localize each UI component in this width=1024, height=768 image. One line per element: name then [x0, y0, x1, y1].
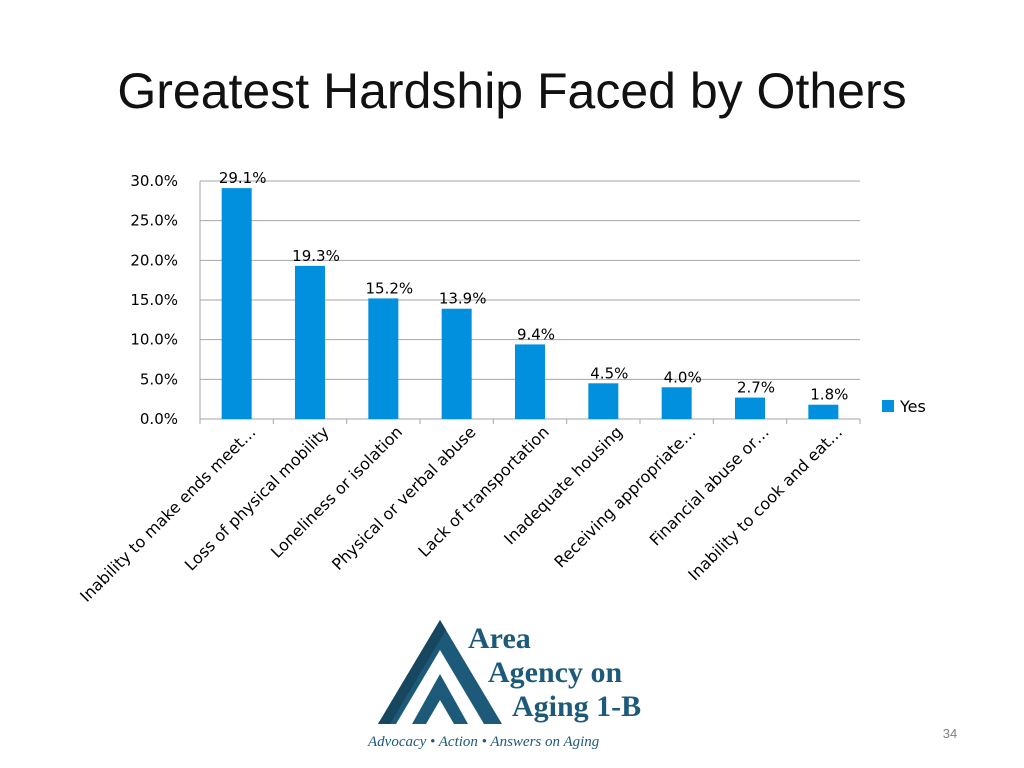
y-tick-label: 25.0%: [130, 212, 178, 230]
bar: [441, 308, 472, 419]
data-labels: 29.1% 19.3% 15.2% 13.9% 9.4% 4.5% 4.0% 2.7% 1.8%: [219, 169, 849, 404]
x-tick-label: Loss of physical mobility: [181, 422, 333, 574]
area-agency-logo: Area Agency on Aging 1-B: [378, 620, 641, 724]
data-label: 1.8%: [810, 386, 848, 404]
org-tagline: Advocacy • Action • Answers on Aging: [368, 734, 600, 750]
bar: [221, 188, 252, 419]
data-label: 19.3%: [292, 247, 340, 265]
data-label: 9.4%: [517, 325, 555, 343]
x-tick-label: Inability to cook and eat…: [684, 422, 846, 584]
y-tick-label: 15.0%: [130, 291, 178, 309]
y-tick-label: 10.0%: [130, 331, 178, 349]
bars: [221, 188, 839, 419]
data-label: 15.2%: [366, 279, 414, 297]
logo-name-line2: Agency on: [488, 656, 622, 689]
data-label: 2.7%: [737, 379, 775, 397]
y-axis-ticks: 0.0% 5.0% 10.0% 15.0% 20.0% 25.0% 30.0%: [130, 172, 178, 428]
bar: [515, 344, 545, 419]
x-tick-label: Receiving appropriate…: [550, 422, 699, 571]
x-axis-labels: Inability to make ends meet…Loss of phys…: [76, 422, 846, 605]
x-tick-label: Inadequate housing: [500, 422, 626, 548]
bar-chart: 0.0% 5.0% 10.0% 15.0% 20.0% 25.0% 30.0% 29.1% 1…: [76, 169, 926, 606]
x-tick-label: Lack of transportation: [414, 422, 552, 560]
legend-swatch-yes: [882, 400, 894, 412]
bar: [588, 383, 619, 419]
legend: Yes: [882, 397, 926, 416]
bar: [735, 397, 765, 419]
y-tick-label: 0.0%: [140, 410, 178, 428]
y-tick-label: 30.0%: [130, 172, 178, 190]
y-tick-label: 20.0%: [130, 251, 178, 269]
logo-name-line1: Area: [468, 622, 531, 655]
y-tick-label: 5.0%: [140, 370, 178, 388]
bar: [295, 265, 325, 419]
logo-name-line3: Aging 1-B: [512, 690, 641, 723]
x-tick-label: Financial abuse or…: [646, 422, 773, 549]
data-label: 13.9%: [439, 290, 487, 308]
data-label: 29.1%: [219, 169, 267, 187]
bar: [808, 404, 839, 419]
x-tick-label: Physical or verbal abuse: [328, 422, 480, 574]
data-label: 4.5%: [590, 364, 628, 382]
triangle-logo-icon: [378, 620, 502, 724]
slide-title: Greatest Hardship Faced by Others: [117, 63, 907, 119]
page-number: 34: [942, 726, 958, 741]
bar: [661, 387, 692, 419]
legend-label-yes: Yes: [899, 397, 926, 416]
bar: [368, 298, 399, 419]
x-tick-label: Loneliness or isolation: [267, 422, 406, 561]
data-label: 4.0%: [664, 368, 702, 386]
